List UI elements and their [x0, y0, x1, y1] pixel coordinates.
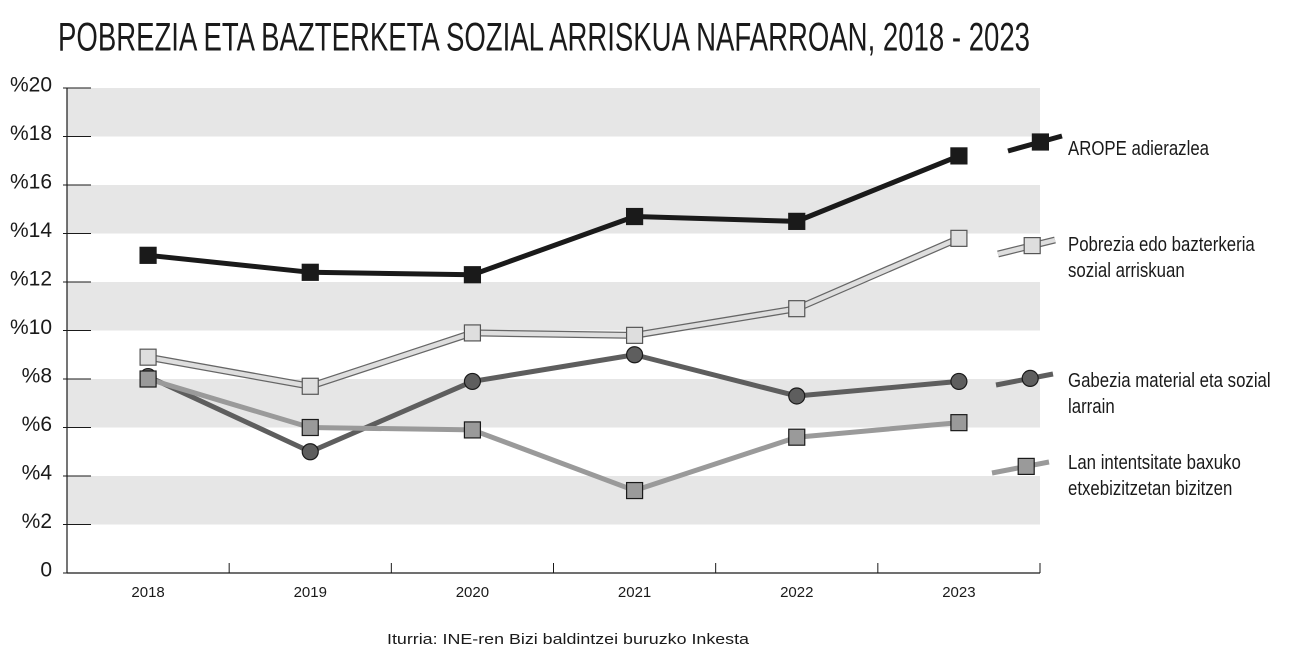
legend-marker	[1017, 457, 1035, 475]
point	[625, 326, 644, 344]
legend-label: Lan intentsitate baxuko etxebizitzetan b…	[1068, 452, 1241, 500]
point	[625, 346, 644, 364]
point	[463, 372, 482, 391]
x-tick-label: 2022	[780, 584, 813, 601]
chart-title: POBREZIA ETA BAZTERKETA SOZIAL ARRISKUA …	[58, 16, 1030, 60]
legend-label: AROPE adierazlea	[1068, 138, 1210, 160]
y-tick-label: %20	[10, 74, 52, 97]
y-tick-label: %8	[22, 365, 52, 388]
legend-label: Gabezia material eta sozial larrain	[1068, 370, 1271, 418]
y-tick-label: %14	[10, 219, 52, 242]
series-line	[147, 236, 960, 389]
grid-band	[67, 476, 1040, 525]
x-tick-label: 2021	[618, 584, 651, 601]
point	[139, 370, 157, 388]
y-tick-label: %6	[22, 413, 52, 436]
point	[301, 263, 319, 281]
point	[463, 324, 482, 342]
y-tick-label: %16	[10, 171, 52, 194]
point	[301, 418, 319, 437]
x-tick-label: 2018	[131, 584, 164, 601]
x-tick-label: 2020	[456, 584, 489, 601]
point	[788, 300, 806, 318]
y-tick-label: %18	[10, 122, 52, 145]
point	[625, 481, 644, 500]
y-tick-label: 0	[40, 559, 52, 582]
point	[139, 348, 157, 366]
point	[788, 428, 806, 446]
legend-marker	[1031, 133, 1050, 151]
grid-band	[67, 185, 1040, 234]
x-tick-label: 2019	[294, 584, 327, 601]
series-line	[147, 376, 960, 494]
legend-label: Pobrezia edo bazterkeria sozial arriskua…	[1068, 234, 1255, 282]
y-tick-label: %10	[10, 316, 52, 339]
point	[788, 387, 806, 405]
y-tick-label: %4	[22, 462, 53, 485]
source: Iturria: INE-ren Bizi baldintzei buruzko…	[387, 631, 750, 648]
point	[950, 229, 968, 247]
y-tick-label: %2	[22, 510, 52, 533]
series-line	[147, 352, 960, 455]
point	[950, 372, 968, 391]
point	[139, 246, 157, 264]
grid-band	[67, 88, 1040, 137]
point	[950, 147, 968, 165]
point	[301, 443, 319, 461]
series-line	[147, 153, 960, 278]
x-tick-label: 2023	[942, 584, 975, 601]
legend-marker	[1021, 369, 1039, 387]
point	[463, 421, 482, 439]
point	[788, 212, 806, 230]
point	[463, 266, 482, 284]
grid-band	[67, 282, 1040, 331]
point	[301, 377, 319, 395]
point	[950, 414, 968, 432]
y-tick-label: %12	[10, 268, 52, 291]
point	[625, 207, 644, 226]
legend-marker	[1023, 237, 1041, 255]
